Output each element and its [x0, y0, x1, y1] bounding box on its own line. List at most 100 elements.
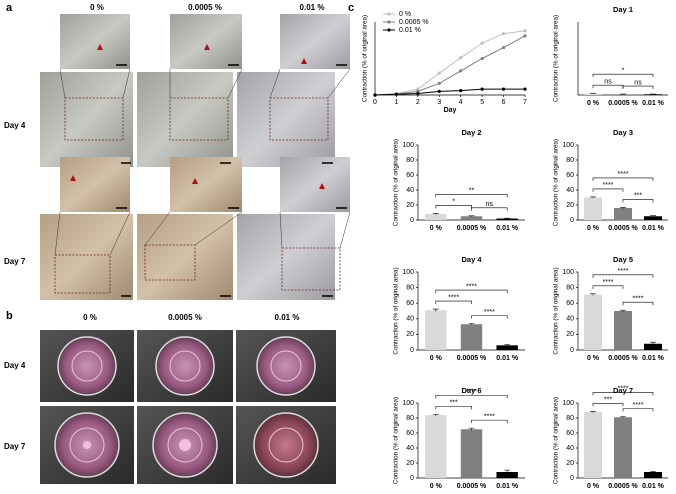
y-tick-label: 20: [566, 202, 574, 209]
y-tick-label: 0: [410, 347, 414, 354]
point: [501, 45, 506, 50]
significance-bracket: [592, 392, 654, 396]
bar: [614, 311, 632, 350]
significance-label: ****: [448, 294, 459, 301]
significance-label: ***: [604, 397, 612, 404]
bar: [644, 216, 662, 220]
row-label: Day 7: [4, 257, 26, 266]
micrographs: [40, 14, 351, 300]
bar: [425, 415, 447, 478]
significance-label: ****: [466, 283, 477, 290]
x-tick-label: 0 %: [587, 355, 600, 362]
point: [523, 87, 527, 91]
error-bar: [590, 196, 596, 199]
point: [459, 89, 463, 93]
legend-marker: [387, 20, 391, 24]
micrograph: [237, 72, 335, 167]
bar: [644, 472, 662, 478]
charts: Contraction (% of original area) 0 1 2 3 4 5 6 7…: [362, 5, 668, 490]
x-tick-label: 4: [459, 99, 463, 106]
x-tick-label: 0.01 %: [496, 483, 519, 490]
inset-image: [60, 14, 130, 69]
y-tick-label: 100: [402, 269, 414, 276]
significance-label: ****: [466, 389, 477, 396]
significance-bracket: [622, 301, 654, 306]
point: [416, 87, 420, 91]
bar: [584, 93, 602, 95]
chart-title: Day 5: [613, 255, 633, 264]
chart-title: Day 2: [461, 128, 481, 137]
bar: [425, 310, 447, 350]
significance-bracket: [592, 403, 624, 407]
y-tick-label: 0: [410, 475, 414, 482]
micrograph: [137, 214, 233, 300]
x-tick-label: 0 %: [587, 483, 600, 490]
significance-bracket: [622, 85, 654, 90]
y-axis-label: Contraction (% of original area): [362, 15, 369, 102]
chart-title: Day 7: [613, 386, 633, 395]
y-tick-label: 80: [566, 415, 574, 422]
error-bar: [504, 469, 511, 474]
y-tick-label: 100: [402, 142, 414, 149]
y-tick-label: 100: [562, 142, 574, 149]
significance-bracket: [592, 285, 624, 289]
row-label: Day 4: [4, 361, 26, 370]
point: [501, 32, 506, 36]
significance-bracket: [592, 73, 654, 78]
significance-bracket: [592, 84, 624, 89]
y-axis-label: Contraction (% of original area): [553, 397, 560, 484]
significance-bracket: [435, 289, 508, 294]
significance-label: ****: [484, 309, 495, 316]
bar: [460, 216, 483, 220]
significance-bracket: [622, 199, 654, 203]
series-line: [374, 30, 526, 96]
y-tick-label: 60: [406, 430, 414, 437]
significance-label: ****: [618, 386, 629, 393]
x-tick-label: 0.0005 %: [457, 225, 487, 232]
error-bar: [432, 213, 439, 215]
x-tick-label: 0.01 %: [496, 225, 519, 232]
chart-title: Day 3: [613, 128, 633, 137]
y-tick-label: 40: [566, 187, 574, 194]
inset-image: [170, 14, 242, 69]
y-axis-label: Contraction (% of original area): [553, 139, 560, 226]
y-tick-label: 20: [566, 460, 574, 467]
panel-label: b: [6, 310, 13, 322]
error-bar: [650, 470, 656, 473]
y-tick-label: 20: [406, 331, 414, 338]
x-tick-label: 0: [373, 99, 377, 106]
error-bar: [504, 217, 511, 219]
significance-bracket: [471, 419, 508, 424]
panel-label: a: [6, 2, 13, 14]
significance-label: ns: [634, 79, 642, 86]
x-tick-label: 0.01 %: [642, 225, 665, 232]
y-tick-label: 80: [566, 157, 574, 164]
bar: [644, 343, 662, 350]
point: [416, 89, 420, 93]
y-axis-label: Contraction (% of original area): [393, 139, 400, 226]
significance-bracket: [435, 300, 472, 305]
significance-bracket: [592, 188, 624, 192]
legend-label: 0 %: [399, 11, 411, 18]
y-tick-label: 80: [406, 415, 414, 422]
legend-label: 0.01 %: [399, 27, 421, 34]
significance-label: ***: [634, 193, 642, 200]
error-bar: [432, 308, 439, 312]
chart-title: Day 6: [461, 386, 481, 395]
series-line: [374, 88, 525, 96]
column-header: 0.0005 %: [188, 3, 222, 12]
significance-bracket: [592, 177, 654, 181]
y-tick-label: 0: [410, 217, 414, 224]
dish-photos: [40, 330, 336, 484]
point: [480, 87, 484, 91]
bar: [584, 197, 602, 220]
point: [480, 56, 484, 61]
error-bar: [590, 293, 596, 296]
point: [480, 41, 484, 45]
point: [459, 69, 463, 73]
x-tick-label: 0.01 %: [642, 483, 665, 490]
column-header: 0.01 %: [275, 313, 300, 322]
row-label: Day 4: [4, 121, 26, 130]
significance-bracket: [435, 205, 472, 209]
x-tick-label: 0 %: [587, 100, 600, 107]
